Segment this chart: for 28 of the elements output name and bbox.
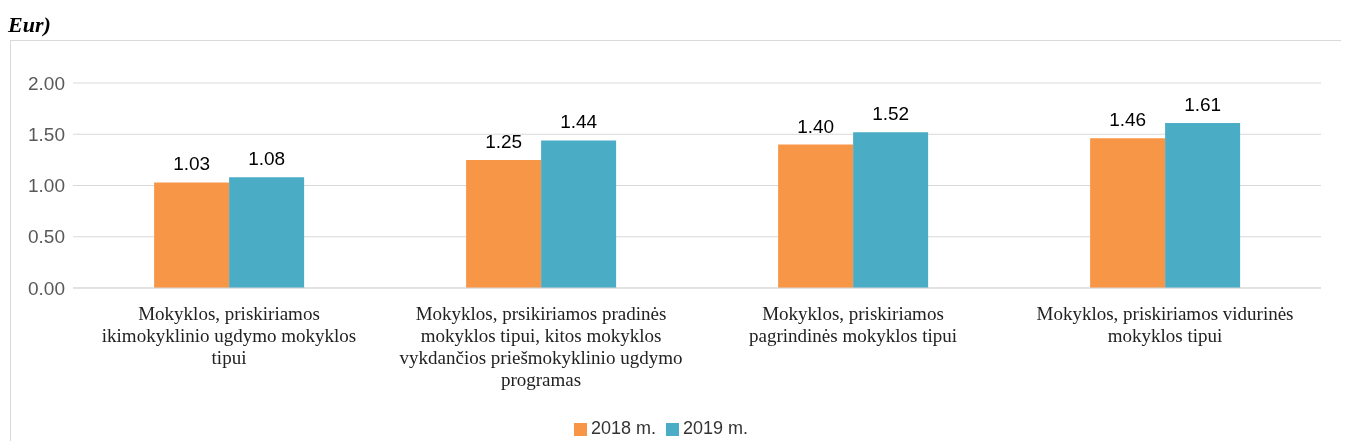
text: 1.00 [28, 175, 65, 197]
x-tick-label: Mokyklos, priskiriamos vidurinės mokyklos tipui [1036, 303, 1294, 346]
bar [1165, 122, 1241, 288]
bar [853, 132, 929, 288]
legend-label: 2019 m. [683, 418, 749, 438]
text: 0.50 [28, 226, 65, 248]
data-label: 1.52 [872, 103, 910, 125]
x-tick-label: Mokyklos, priskiriamos ikimokyklinio ugdymo mokyklos tipui [101, 303, 357, 368]
bar [154, 182, 230, 288]
data-label: 1.25 [485, 130, 523, 152]
text: 1.50 [28, 124, 65, 145]
bar [466, 159, 542, 288]
chart-title: Eur) [8, 12, 51, 38]
text: 0.00 [28, 277, 65, 299]
data-label: 1.61 [1184, 93, 1222, 115]
data-label: 1.08 [248, 148, 286, 170]
legend-label: 2018 m. [590, 418, 656, 438]
data-label: 1.40 [797, 115, 835, 137]
bar [778, 144, 854, 288]
data-label: 1.46 [1109, 109, 1147, 131]
text: 2.00 [28, 72, 65, 94]
data-label: 1.44 [560, 111, 598, 133]
data-label: 1.03 [173, 153, 211, 175]
bar [541, 140, 617, 288]
x-tick-label: Mokyklos, prsikiriamos pradinės mokyklos tipui, kitos mokyklos vykdančios priešmokyklinio ugdymo programas [399, 303, 683, 390]
bar [229, 177, 305, 288]
x-tick-label: Mokyklos, priskiriamos pagrindinės mokyklos tipui [749, 303, 957, 346]
bar [1090, 138, 1166, 288]
